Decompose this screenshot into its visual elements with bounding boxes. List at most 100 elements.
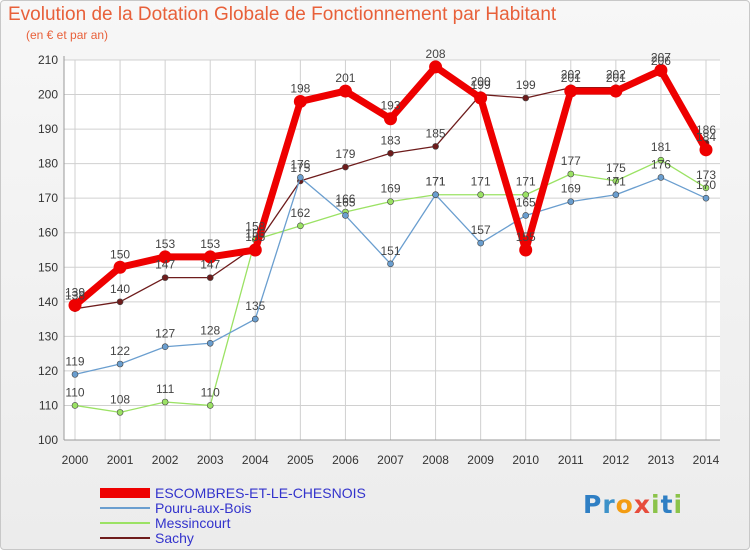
data-label: 181 bbox=[651, 140, 671, 154]
data-label: 177 bbox=[561, 154, 581, 168]
data-point bbox=[116, 298, 124, 306]
x-tick-label: 2013 bbox=[648, 453, 675, 467]
data-point bbox=[702, 194, 710, 202]
data-point bbox=[251, 315, 259, 323]
data-label: 175 bbox=[290, 161, 310, 175]
x-tick-label: 2004 bbox=[242, 453, 269, 467]
data-label: 171 bbox=[471, 175, 491, 189]
data-label: 206 bbox=[651, 54, 671, 68]
y-tick-label: 150 bbox=[38, 260, 58, 274]
data-point bbox=[387, 198, 394, 205]
data-label: 153 bbox=[200, 237, 220, 251]
data-label: 186 bbox=[696, 123, 716, 137]
x-tick-label: 2002 bbox=[152, 453, 179, 467]
data-label: 135 bbox=[245, 299, 265, 313]
data-point bbox=[657, 156, 665, 164]
data-label: 193 bbox=[380, 99, 400, 113]
data-point bbox=[293, 94, 307, 108]
data-label: 171 bbox=[516, 175, 536, 189]
chart-subtitle: (en € et par an) bbox=[26, 28, 109, 42]
data-point bbox=[429, 60, 443, 74]
data-label: 156 bbox=[245, 227, 265, 241]
y-tick-label: 170 bbox=[38, 191, 58, 205]
data-label: 110 bbox=[201, 385, 220, 399]
y-tick-label: 110 bbox=[39, 398, 58, 412]
data-label: 155 bbox=[245, 230, 265, 244]
data-label: 153 bbox=[155, 237, 175, 251]
x-tick-label: 2005 bbox=[287, 453, 314, 467]
data-label: 176 bbox=[290, 157, 310, 171]
data-label: 184 bbox=[696, 130, 716, 144]
data-point bbox=[477, 239, 484, 247]
data-label: 150 bbox=[110, 247, 130, 261]
data-label: 201 bbox=[606, 71, 626, 85]
data-point bbox=[522, 191, 530, 199]
data-label: 151 bbox=[380, 244, 400, 258]
data-label: 157 bbox=[471, 223, 491, 237]
data-point bbox=[609, 84, 623, 98]
data-point bbox=[702, 184, 710, 192]
data-label: 198 bbox=[290, 81, 310, 95]
legend-label: Pouru-aux-Bois bbox=[155, 500, 252, 516]
data-label: 202 bbox=[561, 68, 581, 82]
x-tick-label: 2010 bbox=[512, 453, 539, 467]
data-point bbox=[657, 174, 665, 181]
data-point bbox=[113, 260, 127, 274]
data-label: 166 bbox=[335, 192, 355, 206]
x-tick-label: 2014 bbox=[693, 453, 720, 467]
legend-label: Messincourt bbox=[155, 515, 231, 531]
data-label: 158 bbox=[245, 220, 265, 234]
data-label: 199 bbox=[516, 78, 536, 92]
data-point bbox=[116, 409, 124, 416]
data-point bbox=[342, 163, 349, 171]
x-tick-label: 2012 bbox=[603, 453, 630, 467]
x-tick-label: 2009 bbox=[467, 453, 494, 467]
data-point bbox=[567, 170, 575, 178]
data-label: 111 bbox=[156, 382, 175, 396]
data-point bbox=[248, 243, 262, 257]
data-label: 185 bbox=[426, 126, 446, 140]
data-label: 139 bbox=[65, 285, 85, 299]
chart-title: Evolution de la Dotation Globale de Fonc… bbox=[8, 4, 557, 25]
data-label: 128 bbox=[200, 323, 220, 337]
data-point bbox=[206, 274, 214, 281]
data-label: 162 bbox=[290, 206, 310, 220]
data-label: 127 bbox=[155, 327, 175, 341]
data-point bbox=[116, 360, 124, 368]
data-point bbox=[654, 63, 668, 77]
data-point bbox=[474, 91, 488, 105]
data-label: 155 bbox=[516, 230, 536, 244]
data-point bbox=[432, 191, 439, 199]
logo-letter: o bbox=[615, 490, 634, 519]
logo-letter: x bbox=[633, 490, 651, 519]
logo-letter: r bbox=[602, 490, 616, 519]
x-tick-label: 2000 bbox=[62, 453, 89, 467]
data-label: 176 bbox=[651, 157, 671, 171]
y-tick-label: 200 bbox=[38, 88, 58, 102]
data-label: 207 bbox=[651, 50, 671, 64]
data-point bbox=[161, 398, 169, 406]
data-point bbox=[161, 274, 169, 281]
data-point bbox=[432, 143, 439, 150]
proxiti-logo: Proxiti bbox=[583, 490, 683, 519]
logo-letter: t bbox=[660, 490, 674, 519]
data-label: 170 bbox=[696, 178, 716, 192]
data-point bbox=[612, 177, 620, 185]
x-tick-label: 2001 bbox=[107, 453, 134, 467]
data-label: 165 bbox=[516, 195, 536, 209]
data-label: 122 bbox=[110, 344, 130, 358]
data-label: 147 bbox=[200, 258, 220, 272]
logo-letter: P bbox=[583, 490, 603, 519]
data-label: 171 bbox=[426, 175, 446, 189]
data-point bbox=[387, 149, 394, 157]
data-point bbox=[297, 174, 304, 181]
legend: ESCOMBRES-ET-LE-CHESNOISPouru-aux-BoisMe… bbox=[100, 485, 366, 546]
y-tick-label: 180 bbox=[38, 157, 58, 171]
data-point bbox=[68, 298, 82, 312]
data-label: 171 bbox=[606, 175, 626, 189]
data-point bbox=[71, 402, 79, 409]
data-point bbox=[477, 191, 484, 199]
data-point bbox=[203, 250, 217, 264]
